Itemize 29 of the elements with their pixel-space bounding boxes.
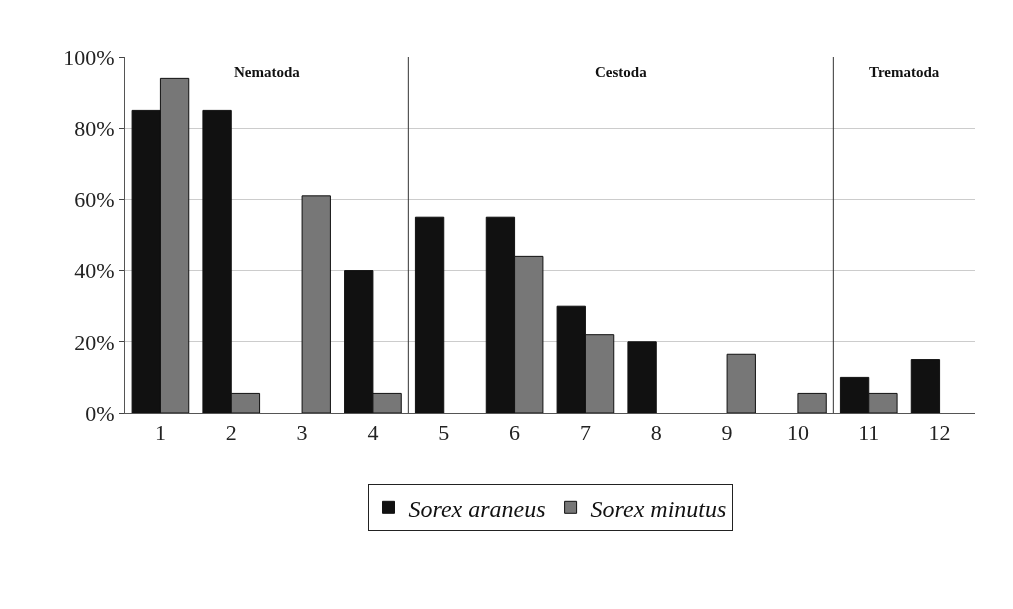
x-tick-label: 3 — [296, 420, 308, 446]
bar — [726, 353, 756, 413]
x-tick-label: 10 — [786, 420, 809, 446]
annotation: Cestoda — [595, 64, 648, 80]
bar — [301, 195, 331, 413]
x-tick-label: 8 — [650, 420, 662, 446]
annotation: Nematoda — [234, 64, 301, 80]
y-tick-label: 0% — [85, 400, 115, 426]
legend-label: Sorex araneus — [408, 495, 546, 522]
y-tick-label: 80% — [74, 115, 115, 141]
y-tick-label: 100% — [63, 44, 115, 70]
x-tick-label: 2 — [225, 420, 237, 446]
x-tick-label: 6 — [509, 420, 521, 446]
x-tick-label: 4 — [367, 420, 379, 446]
bar — [414, 216, 445, 413]
y-tick-label: 40% — [74, 258, 115, 284]
x-tick-label: 1 — [154, 420, 166, 446]
x-tick-label: 11 — [858, 420, 880, 446]
bar — [797, 392, 827, 413]
bar — [910, 359, 941, 413]
legend-label: Sorex minutus — [590, 495, 727, 522]
y-tick-label: 60% — [74, 187, 115, 213]
y-tick-label: 20% — [74, 329, 115, 355]
x-tick-label: 12 — [928, 420, 951, 446]
x-tick-label: 9 — [721, 420, 733, 446]
x-tick-label: 7 — [579, 420, 591, 446]
x-tick-label: 5 — [438, 420, 450, 446]
annotation: Trematoda — [869, 64, 940, 80]
bar — [627, 341, 657, 413]
